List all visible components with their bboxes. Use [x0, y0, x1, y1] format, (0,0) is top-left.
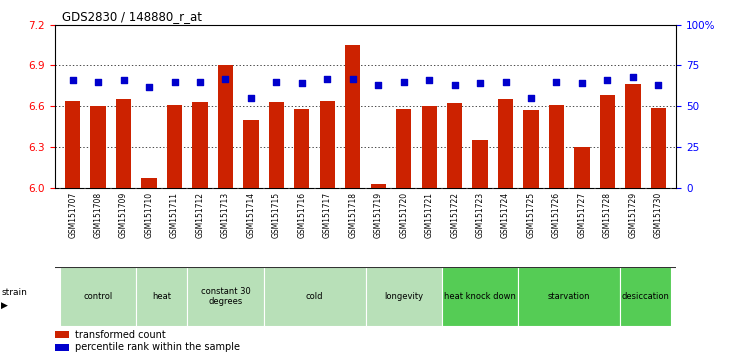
Bar [472, 140, 488, 188]
Point [245, 95, 257, 101]
Text: control: control [83, 292, 113, 301]
Point [550, 79, 562, 85]
Point [449, 82, 461, 88]
Text: GSM151726: GSM151726 [552, 192, 561, 238]
Bar [371, 184, 386, 188]
Bar [264, 267, 366, 326]
Text: GSM151708: GSM151708 [94, 192, 102, 238]
Text: starvation: starvation [548, 292, 591, 301]
Bar [625, 85, 640, 188]
Bar [447, 103, 462, 188]
Bar [294, 109, 309, 188]
Point [398, 79, 409, 85]
Point [67, 77, 78, 83]
Text: strain: strain [1, 289, 27, 297]
Bar [243, 120, 259, 188]
Text: GSM151724: GSM151724 [501, 192, 510, 238]
Point [322, 76, 333, 81]
Text: percentile rank within the sample: percentile rank within the sample [75, 342, 240, 353]
Text: GSM151729: GSM151729 [629, 192, 637, 238]
Text: constant 30
degrees: constant 30 degrees [200, 287, 250, 306]
Text: GSM151716: GSM151716 [298, 192, 306, 238]
Bar [218, 65, 233, 188]
Point [423, 77, 435, 83]
Text: ▶: ▶ [1, 301, 8, 310]
Bar [575, 147, 590, 188]
Point [500, 79, 512, 85]
Point [347, 76, 359, 81]
Text: GSM151722: GSM151722 [450, 192, 459, 238]
Bar [167, 105, 182, 188]
Text: GSM151727: GSM151727 [577, 192, 586, 238]
Text: GSM151723: GSM151723 [476, 192, 485, 238]
Point [92, 79, 104, 85]
Text: GSM151728: GSM151728 [603, 192, 612, 238]
Bar [136, 267, 187, 326]
Bar [60, 267, 136, 326]
Point [194, 79, 206, 85]
Text: GSM151715: GSM151715 [272, 192, 281, 238]
Bar [498, 99, 513, 188]
Bar [187, 267, 264, 326]
Point [525, 95, 537, 101]
Bar [55, 331, 69, 338]
Text: GSM151720: GSM151720 [399, 192, 408, 238]
Text: GSM151707: GSM151707 [68, 192, 77, 238]
Point [627, 74, 639, 80]
Text: heat knock down: heat knock down [444, 292, 516, 301]
Point [296, 81, 308, 86]
Bar [523, 110, 539, 188]
Bar [116, 99, 132, 188]
Text: GSM151730: GSM151730 [654, 192, 663, 238]
Bar [141, 178, 156, 188]
Text: cold: cold [306, 292, 323, 301]
Bar [345, 45, 360, 188]
Point [602, 77, 613, 83]
Bar [651, 108, 666, 188]
Text: GDS2830 / 148880_r_at: GDS2830 / 148880_r_at [62, 10, 202, 23]
Bar [269, 102, 284, 188]
Bar [396, 109, 412, 188]
Bar [65, 101, 80, 188]
Bar [620, 267, 671, 326]
Point [270, 79, 282, 85]
Bar [192, 102, 208, 188]
Bar [422, 106, 437, 188]
Text: desiccation: desiccation [621, 292, 670, 301]
Text: transformed count: transformed count [75, 330, 166, 340]
Point [372, 82, 384, 88]
Point [474, 81, 486, 86]
Point [219, 76, 231, 81]
Point [118, 77, 129, 83]
Text: longevity: longevity [384, 292, 423, 301]
Text: GSM151713: GSM151713 [221, 192, 230, 238]
Text: GSM151711: GSM151711 [170, 192, 179, 238]
Point [169, 79, 181, 85]
Point [143, 84, 155, 90]
Point [576, 81, 588, 86]
Bar [91, 106, 106, 188]
Text: heat: heat [152, 292, 171, 301]
Text: GSM151717: GSM151717 [323, 192, 332, 238]
Text: GSM151719: GSM151719 [374, 192, 383, 238]
Point [653, 82, 664, 88]
Text: GSM151712: GSM151712 [195, 192, 205, 238]
Text: GSM151709: GSM151709 [119, 192, 128, 238]
Bar [518, 267, 620, 326]
Bar [549, 105, 564, 188]
Text: GSM151714: GSM151714 [246, 192, 255, 238]
Bar [319, 101, 335, 188]
Text: GSM151718: GSM151718 [348, 192, 357, 238]
Bar [599, 95, 615, 188]
Bar [55, 344, 69, 351]
Text: GSM151725: GSM151725 [526, 192, 536, 238]
Bar [366, 267, 442, 326]
Text: GSM151721: GSM151721 [425, 192, 433, 238]
Bar [442, 267, 518, 326]
Text: GSM151710: GSM151710 [145, 192, 154, 238]
